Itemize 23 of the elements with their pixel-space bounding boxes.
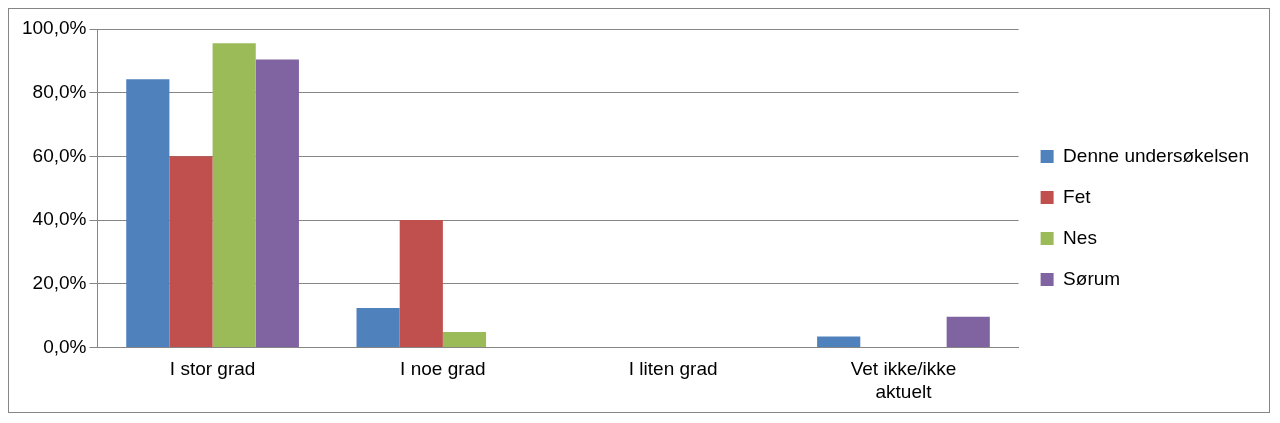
y-tick-label: 0,0% — [43, 335, 87, 357]
y-tick-label: 80,0% — [32, 80, 87, 102]
bar — [356, 307, 400, 347]
x-tick-label: Vet ikke/ikke aktuelt — [850, 358, 957, 402]
legend-label: Sørum — [1063, 267, 1121, 289]
y-tick-label: 20,0% — [32, 271, 87, 293]
bar — [169, 156, 213, 347]
x-tick-label: I noe grad — [400, 358, 486, 380]
y-tick-label: 60,0% — [32, 144, 87, 166]
x-tick-label: I liten grad — [628, 358, 718, 380]
legend-label: Nes — [1063, 226, 1097, 248]
bar — [212, 43, 256, 347]
y-tick-label: 40,0% — [32, 208, 87, 230]
x-tick-label: I stor grad — [169, 358, 256, 380]
legend-label: Denne undersøkelsen — [1063, 144, 1249, 166]
legend-label: Fet — [1063, 185, 1092, 207]
bar — [126, 79, 170, 347]
bar — [442, 332, 487, 347]
bar — [817, 336, 861, 347]
y-tick-label: 100,0% — [21, 17, 87, 39]
bar — [255, 59, 299, 347]
bar — [399, 220, 443, 347]
bar — [946, 316, 990, 347]
